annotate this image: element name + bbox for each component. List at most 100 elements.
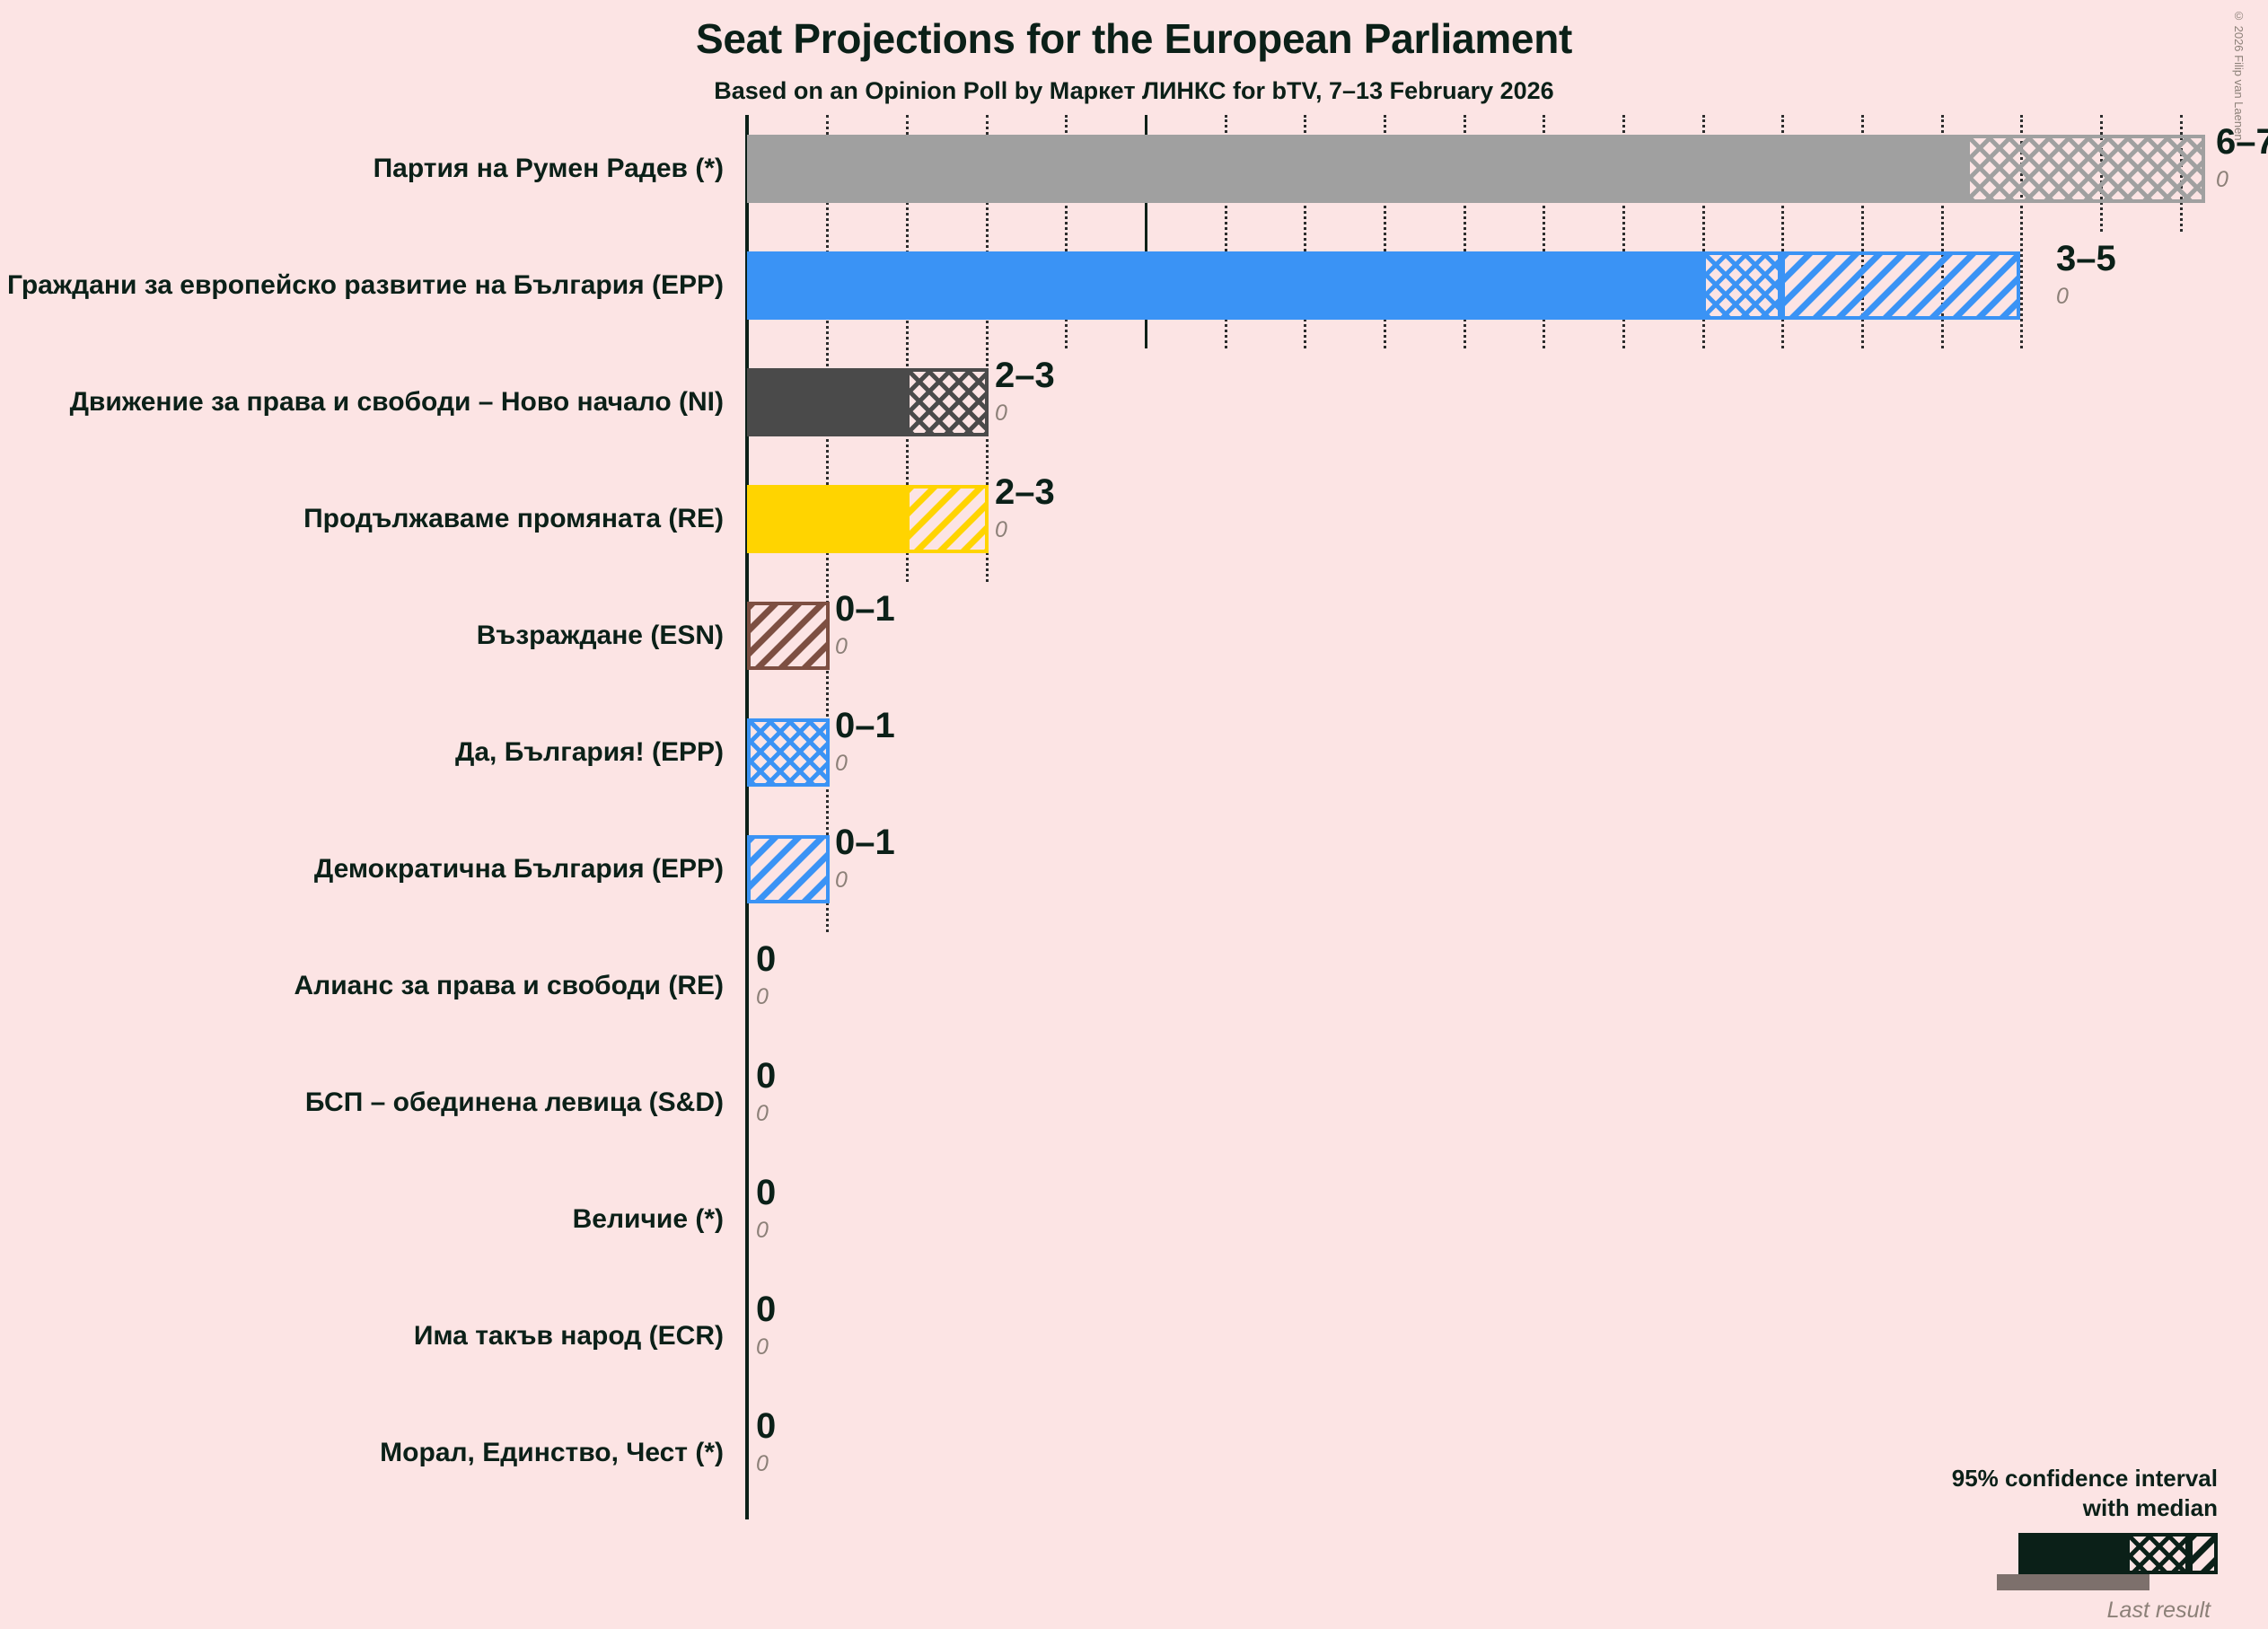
last-result-value: 0 xyxy=(2056,284,2069,309)
bar-segment-crosshatch xyxy=(906,368,989,436)
legend-diagonal-block xyxy=(2189,1532,2218,1574)
bar-segment-diagonal xyxy=(906,485,989,553)
bar-segment-median xyxy=(747,135,1966,203)
seat-range-value: 2–3 xyxy=(995,472,1055,512)
bar-group xyxy=(747,1069,748,1137)
gridline xyxy=(1941,115,1944,348)
bar-group xyxy=(747,952,748,1020)
legend-last-result-label: Last result xyxy=(2106,1597,2211,1623)
party-label: Величие (*) xyxy=(572,1204,724,1234)
chart-subtitle: Based on an Opinion Poll by Маркет ЛИНКС… xyxy=(714,77,1554,104)
seat-range-value: 0 xyxy=(756,1406,777,1446)
last-result-value: 0 xyxy=(756,1334,769,1360)
last-result-value: 0 xyxy=(2216,167,2228,192)
gridline xyxy=(1622,115,1625,348)
party-label: Да, България! (EPP) xyxy=(454,737,724,767)
gridline xyxy=(1543,115,1545,348)
seat-range-value: 0–1 xyxy=(835,589,895,629)
bar-group xyxy=(747,1302,748,1370)
seat-range-value: 3–5 xyxy=(2056,239,2116,278)
last-result-value: 0 xyxy=(995,401,1007,426)
chart-row: Величие (*) 0 0 xyxy=(0,1166,2268,1273)
seat-range-value: 2–3 xyxy=(995,356,1055,395)
chart-row: Има такъв народ (ECR) 0 0 xyxy=(0,1282,2268,1390)
last-result-value: 0 xyxy=(756,1101,769,1126)
gridline xyxy=(1464,115,1466,348)
bar-segment-diagonal xyxy=(747,835,830,903)
last-result-value: 0 xyxy=(756,1218,769,1243)
party-label: БСП – обединена левица (S&D) xyxy=(304,1087,724,1117)
bar-group xyxy=(747,602,830,670)
last-result-value: 0 xyxy=(756,984,769,1009)
seat-range-value: 0 xyxy=(756,1290,777,1329)
chart-row: Морал, Единство, Чест (*) 0 0 xyxy=(0,1399,2268,1507)
gridline xyxy=(1065,115,1068,348)
bar-group xyxy=(747,1419,748,1487)
chart-row: Възраждане (ESN) 0–1 0 xyxy=(0,582,2268,690)
bar-segment-diagonal xyxy=(747,602,830,670)
party-label: Продължаваме промяната (RE) xyxy=(303,504,724,533)
legend-line-2: with median xyxy=(2082,1494,2218,1522)
party-label: Има такъв народ (ECR) xyxy=(413,1321,724,1351)
legend-sample-bar xyxy=(1997,1532,2218,1590)
value-block: 0–1 0 xyxy=(835,708,895,775)
legend-last-result-block xyxy=(1997,1573,2149,1590)
party-label: Демократична България (EPP) xyxy=(313,854,724,884)
bar-group xyxy=(747,1185,748,1254)
y-axis-line xyxy=(745,115,749,1519)
bar-group xyxy=(747,718,830,787)
copyright-notice: © 2026 Filip van Laenen xyxy=(2232,9,2246,141)
last-result-value: 0 xyxy=(835,867,848,893)
bar-segment-crosshatch xyxy=(1702,251,1781,320)
legend-crosshatch-block xyxy=(2126,1532,2189,1574)
party-label: Възраждане (ESN) xyxy=(476,621,724,650)
bar-segment-diagonal xyxy=(1781,251,2020,320)
gridline xyxy=(2020,115,2023,348)
chart-row: Граждани за европейско развитие на Бълга… xyxy=(0,232,2268,339)
last-result-value: 0 xyxy=(835,751,848,776)
chart-legend: 95% confidence interval with median Last… xyxy=(1841,1464,2218,1624)
gridline xyxy=(1384,115,1386,348)
bar-group xyxy=(747,368,989,436)
party-label: Движение за права и свободи – Ново начал… xyxy=(69,387,724,417)
gridline xyxy=(1781,115,1784,348)
bar-segment-crosshatch xyxy=(1966,135,2205,203)
bar-group xyxy=(747,485,989,553)
value-block: 2–3 0 xyxy=(995,474,1055,542)
bar-segment-median xyxy=(747,368,906,436)
party-label: Партия на Румен Радев (*) xyxy=(373,154,724,183)
chart-row: Движение за права и свободи – Ново начал… xyxy=(0,348,2268,456)
chart-row: Партия на Румен Радев (*) 6–7 0 xyxy=(0,115,2268,223)
bar-segment-crosshatch xyxy=(747,718,830,787)
chart-row: БСП – обединена левица (S&D) 0 0 xyxy=(0,1049,2268,1157)
party-label: Алианс за права и свободи (RE) xyxy=(294,971,725,1000)
page-title: Seat Projections for the European Parlia… xyxy=(695,15,1573,62)
gridline xyxy=(1145,115,1147,348)
bar-group xyxy=(747,835,830,903)
chart-row: Демократична България (EPP) 0–1 0 xyxy=(0,815,2268,923)
chart-row: Да, България! (EPP) 0–1 0 xyxy=(0,699,2268,806)
seat-range-value: 0–1 xyxy=(835,823,895,862)
chart-row: Алианс за права и свободи (RE) 0 0 xyxy=(0,932,2268,1040)
last-result-value: 0 xyxy=(995,517,1007,542)
gridline xyxy=(986,115,989,582)
chart-row: Продължаваме промяната (RE) 2–3 0 xyxy=(0,465,2268,573)
legend-median-block xyxy=(2018,1532,2126,1574)
gridline xyxy=(1225,115,1227,348)
value-block: 0–1 0 xyxy=(835,824,895,892)
party-label: Граждани за европейско развитие на Бълга… xyxy=(6,270,724,300)
seat-range-value: 6–7 xyxy=(2216,122,2268,162)
bar-group xyxy=(747,135,2205,203)
party-label: Морал, Единство, Чест (*) xyxy=(380,1438,724,1467)
seat-range-value: 0 xyxy=(756,1173,777,1212)
bar-group xyxy=(747,251,2020,320)
bar-segment-median xyxy=(747,485,906,553)
last-result-value: 0 xyxy=(835,634,848,659)
seat-range-value: 0–1 xyxy=(835,706,895,745)
gridline xyxy=(1304,115,1306,348)
